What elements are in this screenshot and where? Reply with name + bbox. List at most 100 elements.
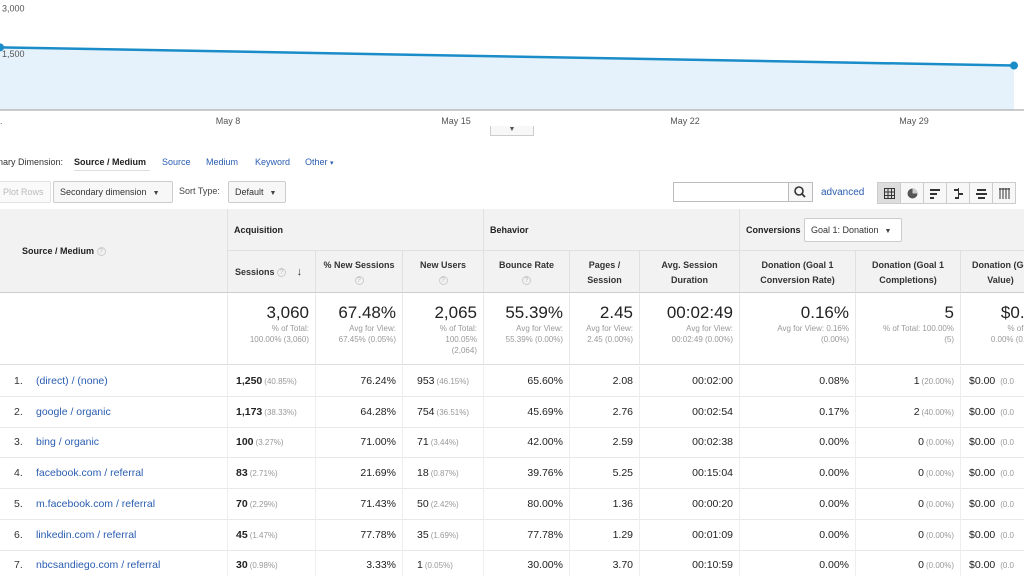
- cell-bounce-rate: 65.60%: [484, 366, 570, 397]
- x-tick-label: May 8: [216, 116, 241, 126]
- view-term-cloud-button[interactable]: [969, 182, 993, 204]
- bounce-rate-value: 80.00%: [527, 497, 563, 510]
- completions-value: 2: [913, 405, 920, 418]
- pie-chart-icon: [907, 188, 917, 198]
- total-subtext: 55.39% (0.00%): [505, 335, 563, 344]
- grid-icon: [883, 187, 895, 199]
- x-tick-label: May 29: [899, 116, 929, 126]
- table-row: 5. m.facebook.com / referral 70 (2.29%) 71.4…: [0, 488, 1024, 520]
- column-header-pct-new-sessions[interactable]: % New Sessions?: [316, 251, 403, 293]
- view-performance-button[interactable]: [923, 182, 947, 204]
- cell-goal1-conversion-rate: 0.00%: [740, 458, 856, 490]
- dimension-other[interactable]: Other ▾: [305, 157, 334, 167]
- source-medium-column-header[interactable]: Source / Medium ?: [0, 209, 228, 293]
- advanced-filter-link[interactable]: advanced: [821, 187, 865, 198]
- cell-bounce-rate: 45.69%: [484, 396, 570, 428]
- column-header-avg-session-duration[interactable]: Avg. Session Duration: [640, 251, 740, 293]
- help-icon: ?: [354, 276, 364, 286]
- totals-source-cell: [0, 293, 228, 365]
- cell-avg-session-duration: 00:00:20: [640, 488, 740, 520]
- active-dimension-underline: [74, 170, 150, 171]
- goal-value-percent: (0.0: [1000, 407, 1014, 417]
- cell-goal1-completions: 0 (0.00%): [856, 458, 961, 490]
- duration-value: 00:02:00: [692, 375, 733, 387]
- column-header-goal1-conversion-rate[interactable]: Donation (Goal 1 Conversion Rate): [740, 251, 856, 293]
- cell-avg-session-duration: 00:02:38: [640, 427, 740, 459]
- duration-value: 00:02:54: [692, 405, 733, 418]
- goal-value-percent: (0.0: [1000, 377, 1014, 386]
- chart-collapse-handle[interactable]: ▼: [490, 126, 534, 136]
- column-header-pages-per-session[interactable]: Pages / Session: [570, 251, 640, 293]
- source-medium-link[interactable]: bing / organic: [36, 436, 100, 449]
- column-header-label: Donation (Goal 1: [872, 260, 944, 270]
- cell-pages-per-session: 2.08: [570, 366, 640, 397]
- cell-pct-new-sessions: 64.28%: [316, 396, 403, 428]
- cell-pct-new-sessions: 3.33%: [316, 550, 403, 576]
- source-medium-link[interactable]: linkedin.com / referral: [36, 528, 137, 541]
- table-row: 4. facebook.com / referral 83 (2.71%) 21.69%…: [0, 458, 1024, 490]
- source-medium-link[interactable]: nbcsandiego.com / referral: [36, 559, 161, 572]
- primary-dimension-bar: nary Dimension: Source / Medium Source M…: [0, 152, 1024, 172]
- new-users-value: 18: [417, 467, 429, 480]
- duration-value: 00:15:04: [692, 467, 733, 480]
- table-row: 3. bing / organic 100 (3.27%) 71.00% 71 (3.44%…: [0, 427, 1024, 459]
- secondary-dimension-dropdown[interactable]: Secondary dimension ▼: [53, 181, 173, 203]
- table-search-input[interactable]: [673, 182, 789, 202]
- total-subtext: % of Total: 100.00%: [882, 324, 954, 333]
- goal-select-dropdown[interactable]: Goal 1: Donation ▼: [804, 218, 902, 242]
- column-header-label: Bounce Rate: [498, 260, 554, 270]
- cell-avg-session-duration: 00:02:00: [640, 366, 740, 397]
- source-medium-link[interactable]: facebook.com / referral: [36, 467, 144, 480]
- bounce-rate-value: 65.60%: [527, 375, 563, 387]
- view-pivot-button[interactable]: [992, 182, 1016, 204]
- column-header-label: Sessions: [235, 267, 275, 277]
- column-header-goal1-completions[interactable]: Donation (Goal 1 Completions): [856, 251, 961, 293]
- pct-new-sessions-value: 64.28%: [360, 405, 396, 418]
- column-header-label: Donation (Go: [972, 260, 1024, 270]
- cell-source-medium: 7. nbcsandiego.com / referral: [0, 550, 228, 576]
- column-header-sessions[interactable]: Sessions ? ↓: [228, 251, 316, 293]
- dimension-source[interactable]: Source: [162, 157, 191, 167]
- dimension-keyword[interactable]: Keyword: [255, 157, 291, 167]
- sessions-percent: (38.33%): [264, 407, 297, 417]
- source-medium-link[interactable]: google / organic: [36, 405, 111, 418]
- view-table-button[interactable]: [877, 182, 901, 204]
- cell-new-users: 35 (1.69%): [403, 519, 484, 551]
- total-subtext: % of Total:: [439, 324, 477, 333]
- dropdown-caret-icon: ▼: [269, 190, 277, 197]
- total-value: 2.45: [599, 303, 633, 322]
- cell-pages-per-session: 3.70: [570, 550, 640, 576]
- dimension-medium[interactable]: Medium: [206, 157, 239, 167]
- column-header-goal1-value[interactable]: Donation (Go Value): [961, 251, 1024, 293]
- cell-pct-new-sessions: 71.43%: [316, 488, 403, 520]
- pages-per-session-value: 3.70: [612, 559, 633, 572]
- completions-value: 0: [918, 436, 924, 449]
- new-users-value: 50: [417, 497, 429, 510]
- cell-goal1-completions: 0 (0.00%): [856, 427, 961, 459]
- column-header-bounce-rate[interactable]: Bounce Rate?: [484, 251, 570, 293]
- goal-value: $0.00: [969, 559, 996, 572]
- column-header-new-users[interactable]: New Users?: [403, 251, 484, 293]
- pct-new-sessions-value: 77.78%: [360, 528, 396, 541]
- source-medium-link[interactable]: (direct) / (none): [36, 375, 108, 387]
- bounce-rate-value: 30.00%: [527, 559, 563, 572]
- column-header-label: Completions): [879, 275, 937, 285]
- new-users-value: 1: [417, 559, 423, 572]
- cell-source-medium: 1. (direct) / (none): [0, 366, 228, 397]
- sort-type-dropdown[interactable]: Default ▼: [228, 181, 286, 203]
- view-comparison-button[interactable]: [946, 182, 970, 204]
- total-subtext: 0.00% (0.00: [990, 335, 1024, 344]
- total-value: 00:02:49: [666, 303, 733, 322]
- plot-rows-button[interactable]: Plot Rows: [0, 181, 51, 203]
- conversion-rate-value: 0.00%: [819, 528, 849, 541]
- table-row: 6. linkedin.com / referral 45 (1.47%) 77.78%…: [0, 519, 1024, 551]
- search-button[interactable]: [789, 182, 813, 202]
- cell-source-medium: 3. bing / organic: [0, 427, 228, 459]
- total-subtext: Avg for View:: [349, 324, 396, 333]
- total-subtext: Avg for View: 0.16%: [777, 324, 849, 333]
- cell-goal1-conversion-rate: 0.00%: [740, 427, 856, 459]
- total-value: 0.16%: [800, 303, 849, 322]
- source-medium-link[interactable]: m.facebook.com / referral: [36, 497, 156, 510]
- goal-value: $0.00: [969, 405, 996, 418]
- view-pie-button[interactable]: [900, 182, 924, 204]
